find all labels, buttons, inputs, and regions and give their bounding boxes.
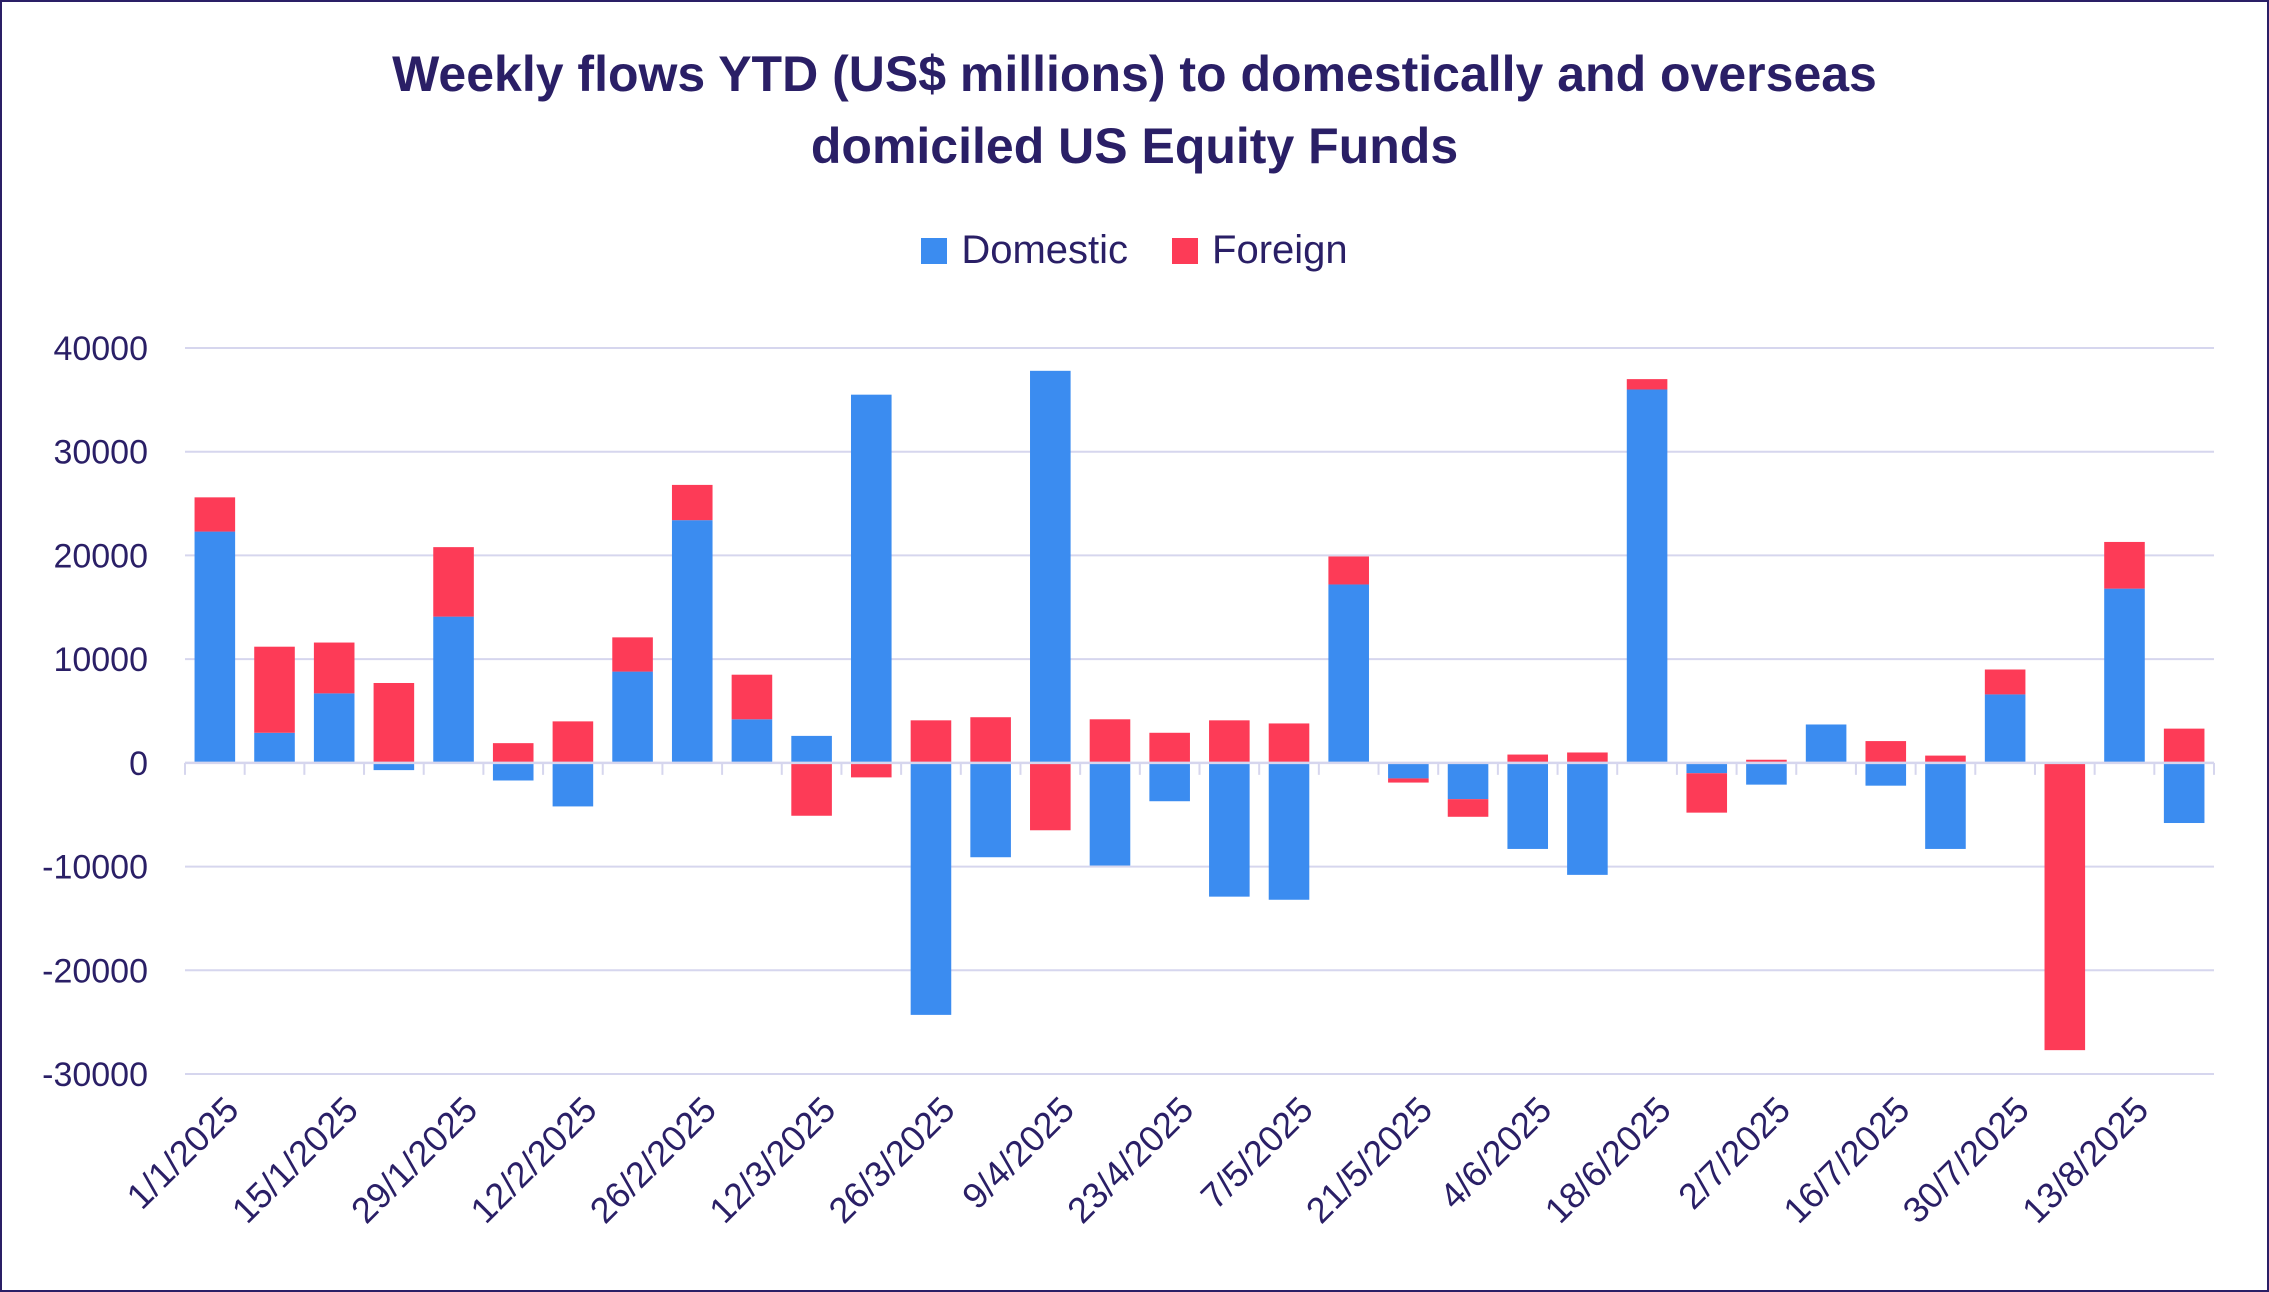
bar-domestic: [1507, 762, 1549, 849]
chart-legend: Domestic Foreign: [0, 228, 2269, 273]
bar-foreign: [1447, 799, 1489, 817]
bar-domestic: [1805, 724, 1847, 763]
bar-domestic: [671, 520, 713, 763]
bar-foreign: [1984, 669, 2026, 695]
y-tick-label: 40000: [53, 330, 148, 368]
bar-domestic: [731, 719, 773, 763]
x-tick-label: 12/3/2025: [701, 1089, 843, 1231]
bar-foreign: [850, 762, 892, 778]
bar-domestic: [1328, 584, 1369, 763]
y-tick-label: -30000: [42, 1056, 148, 1094]
bar-domestic: [1626, 389, 1668, 763]
bar-domestic: [433, 616, 474, 763]
x-tick-label: 29/1/2025: [343, 1089, 485, 1231]
bar-domestic: [791, 735, 832, 763]
bar-foreign: [731, 674, 773, 720]
bar-domestic: [1746, 762, 1787, 785]
bar-foreign: [671, 484, 713, 521]
bar-domestic: [552, 762, 594, 807]
bar-domestic: [1686, 762, 1728, 774]
bar-domestic: [1447, 762, 1489, 800]
bar-foreign: [2104, 541, 2145, 589]
bar-foreign: [910, 720, 952, 763]
bar-foreign: [194, 497, 236, 532]
bar-domestic: [1388, 762, 1429, 779]
x-tick-label: 26/3/2025: [820, 1089, 962, 1231]
x-tick-label: 26/2/2025: [582, 1089, 724, 1231]
bar-foreign: [1268, 723, 1310, 763]
bar-domestic: [1209, 762, 1250, 897]
x-tick-label: 15/1/2025: [224, 1089, 366, 1231]
bar-foreign: [1149, 732, 1190, 763]
bar-foreign: [1388, 778, 1429, 783]
legend-label-domestic: Domestic: [961, 228, 1129, 272]
y-tick-label: -10000: [42, 849, 148, 887]
bar-domestic: [1925, 762, 1966, 849]
bar-foreign: [1746, 759, 1787, 763]
bar-domestic: [1268, 762, 1310, 900]
x-tick-label: 16/7/2025: [1775, 1089, 1917, 1231]
bar-domestic: [1567, 762, 1608, 875]
x-tick-label: 13/8/2025: [2014, 1089, 2156, 1231]
bar-foreign: [1567, 752, 1608, 763]
bar-foreign: [791, 762, 832, 816]
bar-foreign: [1626, 379, 1668, 390]
y-tick-label: 0: [129, 745, 148, 783]
bar-domestic: [254, 732, 295, 763]
bar-foreign: [1507, 754, 1549, 763]
bar-domestic: [1089, 762, 1131, 866]
bar-foreign: [612, 637, 653, 672]
legend-item-domestic: Domestic: [921, 228, 1128, 273]
bar-domestic: [612, 671, 653, 763]
bar-domestic: [850, 394, 892, 763]
bar-domestic: [970, 762, 1011, 858]
bar-domestic: [194, 531, 236, 763]
chart-title: Weekly flows YTD (US$ millions) to domes…: [0, 38, 2269, 182]
legend-label-foreign: Foreign: [1212, 228, 1348, 272]
x-tick-label: 12/2/2025: [462, 1089, 604, 1231]
bar-domestic: [2104, 588, 2145, 763]
bar-foreign: [492, 743, 534, 763]
bar-domestic: [373, 762, 415, 771]
bar-foreign: [254, 646, 295, 733]
bar-foreign: [1030, 762, 1071, 831]
legend-item-foreign: Foreign: [1172, 228, 1348, 273]
bar-domestic: [910, 762, 952, 1015]
bar-foreign: [433, 547, 474, 617]
y-tick-label: 30000: [53, 434, 148, 472]
legend-swatch-domestic: [921, 237, 948, 264]
bar-foreign: [2163, 728, 2205, 763]
bar-domestic: [313, 693, 355, 763]
y-tick-label: 10000: [53, 641, 148, 679]
x-tick-label: 21/5/2025: [1298, 1089, 1440, 1231]
bar-domestic: [2163, 762, 2205, 824]
bar-foreign: [1328, 556, 1369, 585]
bar-domestic: [1030, 370, 1071, 763]
y-tick-label: 20000: [53, 537, 148, 575]
x-tick-label: 23/4/2025: [1059, 1089, 1201, 1231]
bar-foreign: [1089, 719, 1131, 763]
bar-foreign: [2044, 762, 2086, 1051]
bar-domestic: [1984, 694, 2026, 763]
bar-foreign: [1925, 755, 1966, 763]
bar-foreign: [1209, 720, 1250, 763]
x-tick-label: 30/7/2025: [1895, 1089, 2037, 1231]
bar-domestic: [1149, 762, 1190, 802]
bar-foreign: [373, 682, 415, 763]
y-tick-label: -20000: [42, 952, 148, 990]
bar-foreign: [313, 642, 355, 694]
bar-domestic: [1865, 762, 1907, 786]
bar-foreign: [552, 721, 594, 763]
legend-swatch-foreign: [1172, 237, 1199, 264]
bar-domestic: [492, 762, 534, 781]
x-tick-label: 18/6/2025: [1536, 1089, 1678, 1231]
chart-title-line-1: Weekly flows YTD (US$ millions) to domes…: [392, 46, 1877, 102]
chart-title-line-2: domiciled US Equity Funds: [810, 118, 1459, 174]
bar-foreign: [970, 717, 1011, 763]
bar-foreign: [1686, 773, 1728, 813]
bar-foreign: [1865, 741, 1907, 763]
